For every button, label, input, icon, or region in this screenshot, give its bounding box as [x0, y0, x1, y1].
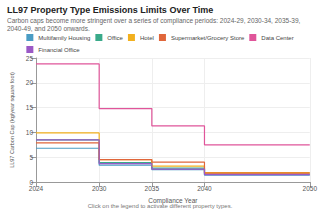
svg-text:Data Center: Data Center	[261, 35, 293, 41]
svg-text:Multifamily Housing: Multifamily Housing	[38, 35, 90, 41]
svg-text:Supermarket/Grocery Store: Supermarket/Grocery Store	[171, 35, 245, 41]
svg-text:Hotel: Hotel	[140, 35, 154, 41]
svg-text:2040-49, and 2050 onwards.: 2040-49, and 2050 onwards.	[7, 25, 90, 32]
svg-text:Financial Office: Financial Office	[38, 47, 80, 53]
svg-text:LL97 Property Type Emissions L: LL97 Property Type Emissions Limits Over…	[7, 5, 213, 15]
svg-text:10: 10	[26, 129, 34, 136]
svg-text:2040: 2040	[197, 185, 212, 192]
svg-text:5: 5	[29, 154, 33, 161]
svg-text:2030: 2030	[92, 185, 107, 192]
svg-text:2050: 2050	[303, 185, 318, 192]
svg-text:20: 20	[26, 79, 34, 86]
svg-text:2024: 2024	[29, 185, 44, 192]
svg-text:15: 15	[26, 104, 34, 111]
svg-text:Compliance Year: Compliance Year	[148, 196, 198, 204]
svg-text:Office: Office	[107, 35, 123, 41]
svg-text:LL97 Carbon Cap (kg/year squar: LL97 Carbon Cap (kg/year square foot)	[9, 72, 15, 168]
svg-text:25: 25	[26, 55, 34, 62]
svg-text:Click on the legend to activat: Click on the legend to activate differen…	[88, 203, 233, 209]
svg-text:2035: 2035	[145, 185, 160, 192]
svg-text:Carbon caps become more string: Carbon caps become more stringent over a…	[7, 17, 302, 25]
svg-text:0: 0	[29, 178, 33, 186]
